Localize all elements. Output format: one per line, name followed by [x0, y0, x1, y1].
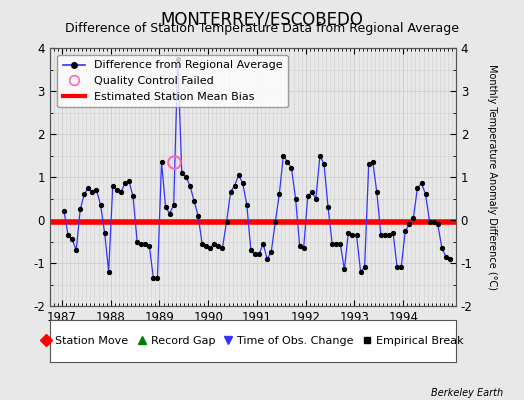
Text: MONTERREY/ESCOBEDO: MONTERREY/ESCOBEDO: [160, 10, 364, 28]
Legend: Station Move, Record Gap, Time of Obs. Change, Empirical Break: Station Move, Record Gap, Time of Obs. C…: [38, 332, 468, 350]
Text: Difference of Station Temperature Data from Regional Average: Difference of Station Temperature Data f…: [65, 22, 459, 35]
Text: Berkeley Earth: Berkeley Earth: [431, 388, 503, 398]
Legend: Difference from Regional Average, Quality Control Failed, Estimated Station Mean: Difference from Regional Average, Qualit…: [57, 55, 288, 107]
Y-axis label: Monthly Temperature Anomaly Difference (°C): Monthly Temperature Anomaly Difference (…: [486, 64, 497, 290]
